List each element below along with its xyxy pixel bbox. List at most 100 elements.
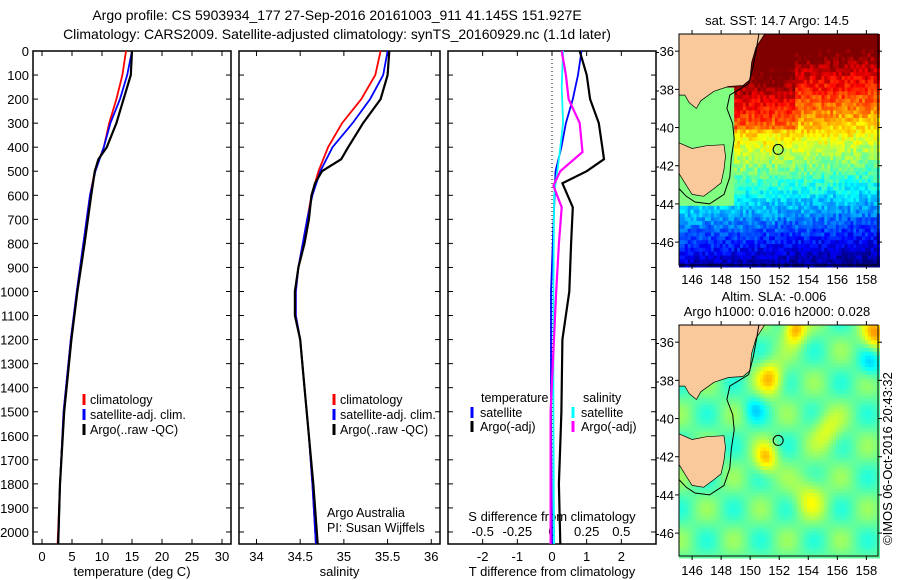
map-cell [757,217,761,222]
map-cell [687,140,692,146]
map-cell [690,202,695,207]
map-cell [772,240,776,245]
map-cell [711,125,715,130]
map-cell [687,121,692,127]
map-cell [824,213,828,218]
map-cell [740,148,744,153]
map-cell [745,232,750,237]
map-cell [783,182,788,188]
map-cell [827,34,831,39]
map-cell [859,224,863,230]
map-cell [783,240,788,245]
map-cell [780,148,785,153]
map-cell [681,405,686,410]
map-cell [870,194,875,199]
map-cell [792,163,796,169]
map-cell [716,224,721,230]
map-cell [835,98,840,104]
map-cell [838,68,843,73]
map-cell [798,83,802,88]
map-cell [870,87,875,92]
map-cell [711,102,715,108]
map-cell [803,194,808,199]
map-cell [774,41,779,46]
map-cell [803,45,808,50]
map-cell [830,110,834,115]
map-cell [766,171,770,176]
map-cell [806,209,811,214]
map-cell [702,244,706,249]
map-cell [777,53,782,58]
map-cell [841,244,846,249]
map-cell [754,79,758,85]
map-cell [693,424,697,429]
map-cell [821,95,825,100]
map-cell [777,106,782,111]
y-tick-label: 1500 [0,405,29,420]
map-cell [740,198,744,203]
map-cell [789,114,793,119]
map-cell [687,401,692,406]
map-cell [711,106,715,111]
map-cell [815,34,819,39]
map-cell [859,140,863,146]
map-cell [786,79,790,85]
map-cell [766,76,770,81]
map-cell [780,244,785,249]
map-cell [806,167,811,172]
map-cell [812,133,817,138]
map-cell [751,163,756,169]
map-cell [684,523,689,528]
map-cell [821,125,825,130]
map-cell [777,72,782,77]
map-cell [757,171,761,176]
map-cell [748,213,753,218]
map-cell [699,194,703,199]
map-cell [745,129,750,134]
map-cell [824,56,828,62]
map-cell [833,110,837,115]
map-cell [679,493,683,498]
map-cell [864,34,869,39]
map-cell [734,190,738,195]
map-cell [719,209,724,214]
map-cell [681,496,686,502]
map-cell [757,259,761,264]
map-cell [774,34,779,39]
map-cell [757,213,761,218]
map-cell [679,259,683,264]
map-cell [772,137,776,142]
map-cell [713,129,718,134]
map-cell [798,106,802,111]
map-cell [780,83,785,88]
map-cell [722,205,727,211]
map-cell [798,91,802,96]
map-cell [792,148,796,153]
map-cell [777,45,782,50]
map-cell [696,140,700,146]
map-cell [690,546,695,551]
map-cell [850,83,854,88]
map-cell [699,500,703,505]
map-cell [786,156,790,161]
map-cell [754,60,758,66]
map-cell [835,37,840,43]
map-cell [763,194,767,199]
map-cell [821,224,825,230]
map-cell [772,41,776,46]
map-cell [870,102,875,108]
map-cell [827,64,831,69]
map-cell [870,236,875,241]
map-cell [821,41,825,46]
map-cell [754,91,758,96]
map-cell [798,259,802,264]
map-cell [745,224,750,230]
map-cell [835,110,840,115]
map-cell [792,198,796,203]
map-cell [742,179,747,184]
map-cell [801,228,805,234]
map-cell [711,244,715,249]
map-cell [699,397,703,402]
map-cell [760,160,764,165]
map-cell [719,137,724,142]
